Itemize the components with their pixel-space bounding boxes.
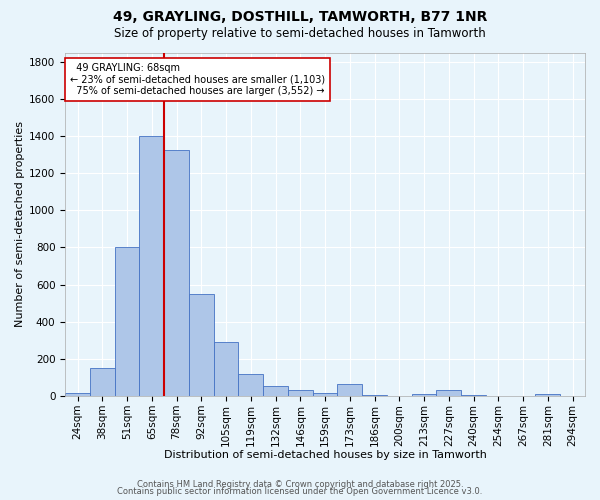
Text: Size of property relative to semi-detached houses in Tamworth: Size of property relative to semi-detach… (114, 28, 486, 40)
Bar (461, 395, 486, 396)
Bar (139, 136, 164, 396)
X-axis label: Distribution of semi-detached houses by size in Tamworth: Distribution of semi-detached houses by … (164, 450, 487, 460)
Bar (115, 246, 139, 396)
Bar (362, 395, 387, 396)
Bar (214, 342, 238, 396)
Text: 49 GRAYLING: 68sqm
← 23% of semi-detached houses are smaller (1,103)
  75% of se: 49 GRAYLING: 68sqm ← 23% of semi-detache… (70, 63, 325, 96)
Bar (238, 374, 263, 396)
Bar (436, 390, 461, 396)
Y-axis label: Number of semi-detached properties: Number of semi-detached properties (15, 122, 25, 328)
Bar (412, 394, 436, 396)
Bar (288, 390, 313, 396)
Text: Contains public sector information licensed under the Open Government Licence v3: Contains public sector information licen… (118, 487, 482, 496)
Bar (189, 294, 214, 396)
Bar (263, 386, 288, 396)
Text: Contains HM Land Registry data © Crown copyright and database right 2025.: Contains HM Land Registry data © Crown c… (137, 480, 463, 489)
Bar (337, 384, 362, 396)
Bar (164, 150, 189, 396)
Text: 49, GRAYLING, DOSTHILL, TAMWORTH, B77 1NR: 49, GRAYLING, DOSTHILL, TAMWORTH, B77 1N… (113, 10, 487, 24)
Bar (535, 394, 560, 396)
Bar (65, 394, 90, 396)
Bar (313, 394, 337, 396)
Bar (90, 368, 115, 396)
